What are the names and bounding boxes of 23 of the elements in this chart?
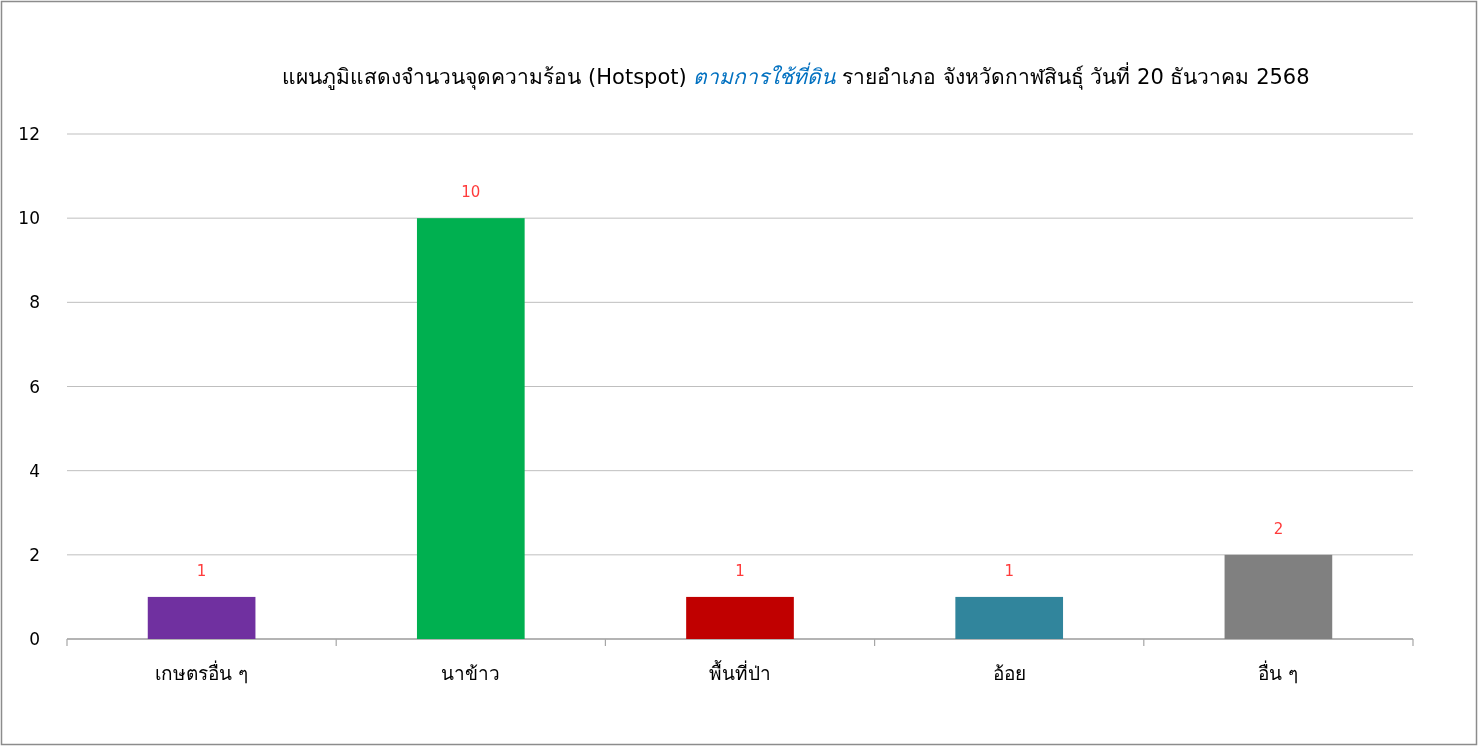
y-tick-label: 2 [29, 544, 40, 565]
chart-title: แผนภูมิแสดงจำนวนจุดความร้อน (Hotspot) ตามการใช้ที่ดิน รายอำเภอ จังหวัดกาฬสินธุ์ วันที่ 20 ธันวาคม 2568 [282, 62, 1310, 90]
bar [955, 596, 1064, 639]
x-tick-label: เกษตรอื่น ๆ [155, 660, 249, 684]
y-tick-label: 10 [18, 208, 40, 229]
bar [686, 596, 794, 639]
x-tick-label: อ้อย [992, 662, 1026, 684]
y-tick-label: 12 [18, 124, 40, 144]
x-tick-label: พื้นที่ป่า [709, 660, 771, 684]
bar [416, 218, 525, 639]
x-tick-label: นาข้าว [441, 662, 501, 684]
y-tick-label: 0 [29, 629, 40, 649]
x-tick-label: อื่น ๆ [1258, 660, 1299, 684]
data-label: 1 [735, 561, 745, 580]
y-tick-label: 8 [29, 292, 40, 313]
y-tick-label: 4 [29, 460, 40, 481]
data-label: 1 [196, 561, 207, 580]
y-tick-label: 6 [29, 376, 40, 397]
data-label: 1 [1004, 561, 1014, 580]
bar [1224, 554, 1333, 639]
data-label: 10 [461, 183, 481, 202]
data-label: 2 [1273, 519, 1284, 538]
bar [147, 596, 256, 639]
